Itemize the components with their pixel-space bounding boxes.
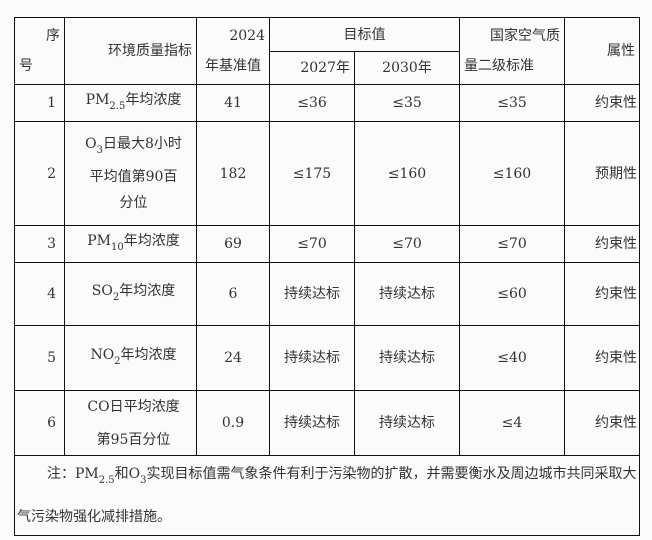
row-national-standard: ≤4 xyxy=(459,390,565,456)
row-target-2027: ≤175 xyxy=(269,121,355,226)
row-index: 6 xyxy=(14,390,65,456)
table-note: 注：PM2.5和O3实现目标值需气象条件有利于污染物的扩散，并需要衡水及周边城市… xyxy=(14,455,640,536)
row-target-2030: 持续达标 xyxy=(354,390,460,456)
header-national-standard: 国家空气质 量二级标准 xyxy=(459,17,565,85)
row-national-standard: ≤60 xyxy=(459,262,565,326)
row-baseline: 41 xyxy=(196,84,270,122)
row-target-2027: 持续达标 xyxy=(269,262,355,326)
row-attribute: 预期性 xyxy=(564,121,640,226)
header-index: 序号 xyxy=(14,17,65,85)
row-index: 5 xyxy=(14,325,65,391)
row-baseline: 182 xyxy=(196,121,270,226)
row-baseline: 6 xyxy=(196,262,270,326)
row-target-2030: ≤70 xyxy=(354,225,460,263)
table-row: 1 PM2.5年均浓度 41 ≤36 ≤35 ≤35 约束性 xyxy=(14,84,640,122)
row-attribute: 约束性 xyxy=(564,390,640,456)
row-baseline: 0.9 xyxy=(196,390,270,456)
row-national-standard: ≤40 xyxy=(459,325,565,391)
row-indicator: PM10年均浓度 xyxy=(64,225,197,263)
row-baseline: 24 xyxy=(196,325,270,391)
table-row: 2 O3日最大8小时平均值第90百分位 182 ≤175 ≤160 ≤160 预期性 xyxy=(14,121,640,226)
row-target-2027: ≤36 xyxy=(269,84,355,122)
header-2027: 2027年 xyxy=(269,51,355,85)
row-target-2030: ≤160 xyxy=(354,121,460,226)
row-index: 3 xyxy=(14,225,65,263)
table-row: 3 PM10年均浓度 69 ≤70 ≤70 ≤70 约束性 xyxy=(14,225,640,263)
header-attribute: 属性 xyxy=(564,17,640,85)
header-baseline: 2024 年基准值 xyxy=(196,17,270,85)
row-national-standard: ≤70 xyxy=(459,225,565,263)
table-row: 5 NO2年均浓度 24 持续达标 持续达标 ≤40 约束性 xyxy=(14,325,640,391)
row-target-2030: 持续达标 xyxy=(354,262,460,326)
row-attribute: 约束性 xyxy=(564,325,640,391)
row-attribute: 约束性 xyxy=(564,225,640,263)
row-target-2027: 持续达标 xyxy=(269,390,355,456)
row-indicator: O3日最大8小时平均值第90百分位 xyxy=(64,121,197,226)
row-indicator: PM2.5年均浓度 xyxy=(64,84,197,122)
row-target-2030: 持续达标 xyxy=(354,325,460,391)
table-row: 6 CO日平均浓度第95百分位 0.9 持续达标 持续达标 ≤4 约束性 xyxy=(14,390,640,456)
header-target: 目标值 xyxy=(269,17,460,52)
row-target-2027: 持续达标 xyxy=(269,325,355,391)
row-index: 4 xyxy=(14,262,65,326)
row-indicator: SO2年均浓度 xyxy=(64,262,197,326)
air-quality-targets-table: 序号 环境质量指标 2024 年基准值 目标值 国家空气质 量二级标准 属性 202… xyxy=(14,17,640,536)
row-index: 1 xyxy=(14,84,65,122)
header-indicator: 环境质量指标 xyxy=(64,17,197,85)
row-attribute: 约束性 xyxy=(564,262,640,326)
row-index: 2 xyxy=(14,121,65,226)
row-indicator: NO2年均浓度 xyxy=(64,325,197,391)
row-target-2027: ≤70 xyxy=(269,225,355,263)
row-baseline: 69 xyxy=(196,225,270,263)
row-national-standard: ≤35 xyxy=(459,84,565,122)
header-2030: 2030年 xyxy=(354,51,460,85)
row-attribute: 约束性 xyxy=(564,84,640,122)
table-row: 4 SO2年均浓度 6 持续达标 持续达标 ≤60 约束性 xyxy=(14,262,640,326)
row-indicator: CO日平均浓度第95百分位 xyxy=(64,390,197,456)
row-target-2030: ≤35 xyxy=(354,84,460,122)
row-national-standard: ≤160 xyxy=(459,121,565,226)
